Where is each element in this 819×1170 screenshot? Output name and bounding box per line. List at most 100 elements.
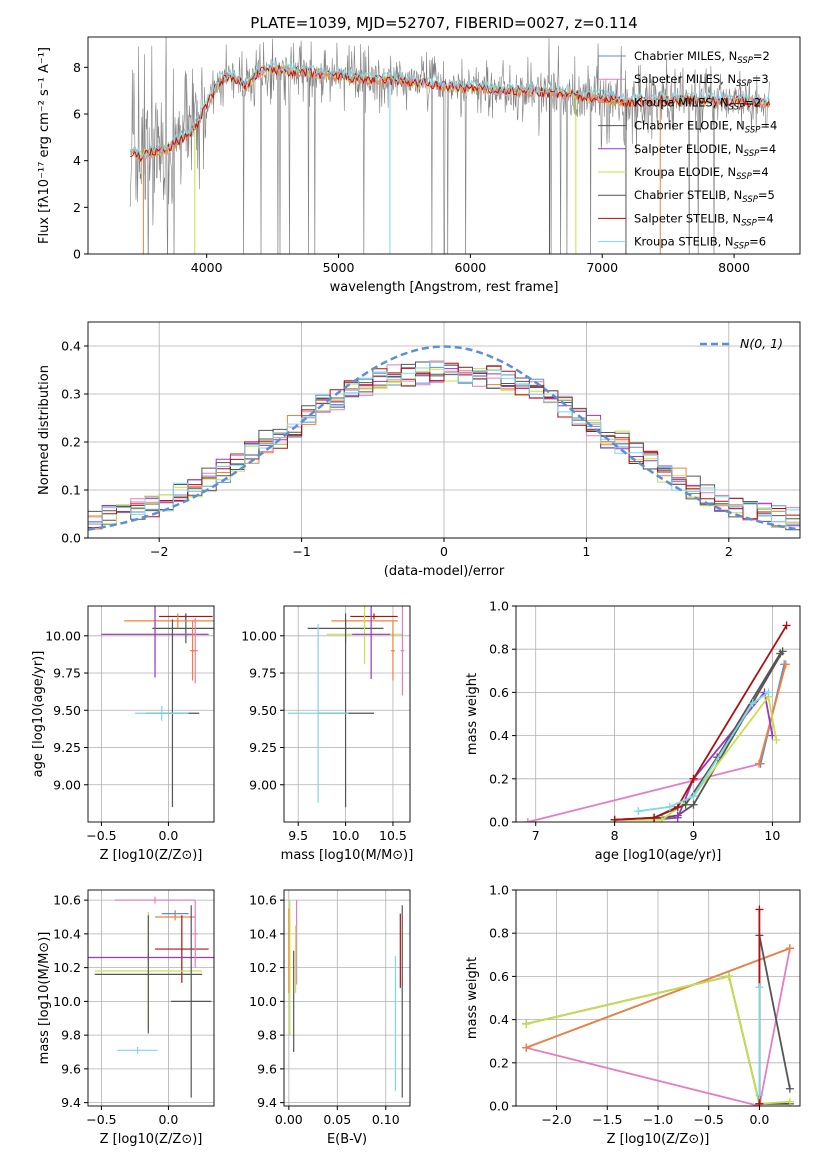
x-tick-label: 0.00: [275, 1112, 303, 1127]
y-tick-label: 0.2: [489, 1055, 509, 1070]
plot-area: [88, 345, 800, 531]
series-line-salpeter_miles: [527, 762, 761, 822]
plot-area: [101, 606, 214, 808]
y-axis-label: age [log10(age/yr)]: [31, 651, 46, 778]
series-line-salpeter_stelib: [614, 624, 788, 821]
legend-label: Kroupa STELIB, NSSP=6: [634, 235, 766, 252]
legend-sub: SSP: [745, 126, 761, 136]
legend-tail: =4: [757, 211, 774, 225]
x-tick-label: 0.05: [323, 1112, 351, 1127]
x-tick-label: 8: [611, 828, 619, 843]
y-axis-label: mass weight: [465, 957, 480, 1039]
y-tick-label: 9.25: [53, 740, 81, 755]
series-line-kroupa_stelib: [638, 691, 769, 813]
axes-frame: [87, 889, 215, 1107]
legend-sub: SSP: [729, 102, 745, 112]
legend-text: Kroupa ELODIE, N: [634, 165, 736, 179]
x-axis-label: wavelength [Angstrom, rest frame]: [330, 280, 559, 295]
series-line-kroupa_elodie: [525, 975, 790, 1105]
y-tick-label: 10.6: [53, 893, 81, 908]
x-axis-label: Z [log10(Z/Z⊙)]: [100, 848, 203, 863]
legend-label: Kroupa MILES, NSSP=2: [634, 95, 761, 112]
chart-title: PLATE=1039, MJD=52707, FIBERID=0027, z=0…: [250, 14, 637, 32]
y-tick-label: 0.4: [489, 728, 509, 743]
y-tick-label: 10.00: [45, 628, 81, 643]
legend-text: Salpeter STELIB, N: [634, 211, 741, 225]
legend-sub: SSP: [736, 172, 752, 182]
x-tick-label: 0: [440, 544, 448, 559]
legend-text: Salpeter MILES, N: [634, 72, 736, 86]
y-tick-label: 0.0: [61, 531, 81, 546]
x-tick-label: 0.0: [158, 828, 178, 843]
y-tick-label: 0.2: [61, 435, 81, 450]
x-tick-label: 9: [690, 828, 698, 843]
x-tick-label: 0.0: [158, 1112, 178, 1127]
y-tick-label: 9.6: [257, 1061, 277, 1076]
y-tick-label: 0.4: [489, 1012, 509, 1027]
model-line-salpeter_stelib: [130, 63, 771, 162]
legend-label: Salpeter STELIB, NSSP=4: [634, 211, 774, 228]
y-tick-label: 0.8: [489, 926, 509, 941]
y-tick-label: 9.4: [257, 1095, 277, 1110]
series-line-kroupa_miles: [525, 947, 791, 1049]
x-tick-label: −1.0: [643, 1112, 673, 1127]
y-tick-label: 0.8: [489, 642, 509, 657]
x-tick-label: 0.0: [749, 1112, 769, 1127]
legend-sub: SSP: [742, 195, 758, 205]
x-tick-label: −1.5: [592, 1112, 622, 1127]
y-tick-label: 10.2: [249, 960, 277, 975]
y-axis-label: Normed distribution: [37, 365, 52, 495]
x-tick-label: 10: [764, 828, 780, 843]
legend-text: Salpeter ELODIE, N: [634, 142, 744, 156]
x-tick-label: 1: [582, 544, 590, 559]
axes-frame: [87, 605, 215, 823]
y-tick-label: 9.50: [53, 703, 81, 718]
legend-tail: =4: [752, 165, 769, 179]
chart-age_vs_Z: −0.5 0.0 9.00 9.25 9.50 9.75 10.00 Z [log10(Z/Z…: [31, 605, 215, 863]
legend-sub: SSP: [736, 79, 752, 89]
y-tick-label: 9.25: [249, 740, 277, 755]
y-tick-label: 9.4: [61, 1095, 81, 1110]
y-tick-label: 9.00: [249, 777, 277, 792]
y-tick-label: 0.0: [489, 815, 509, 830]
legend-sub: SSP: [744, 149, 760, 159]
legend-label: Chabrier ELODIE, NSSP=4: [634, 119, 777, 136]
model-line-kroupa_miles: [129, 65, 771, 162]
chart-mass_vs_ebv: 0.00 0.05 0.10 9.4 9.6 9.8 10.0 10.2 10.4 10.6 E(B…: [249, 889, 411, 1147]
y-tick-label: 10.2: [53, 960, 81, 975]
y-tick-label: 0.3: [61, 387, 81, 402]
legend-tail: =4: [760, 119, 777, 133]
plot-area: [88, 896, 214, 1098]
axes-frame: [515, 605, 801, 823]
legend-tail: =6: [749, 235, 766, 249]
legend-label: Salpeter ELODIE, NSSP=4: [634, 142, 776, 159]
legend-text: Kroupa MILES, N: [634, 95, 729, 109]
series-line-salpeter_elodie: [654, 690, 774, 821]
y-tick-label: 2: [73, 200, 81, 215]
legend-text: Chabrier STELIB, N: [634, 188, 742, 202]
x-tick-label: 10.0: [332, 828, 360, 843]
y-tick-label: 9.6: [61, 1061, 81, 1076]
y-tick-label: 10.0: [53, 994, 81, 1009]
plot-area: [522, 905, 794, 1106]
y-tick-label: 0.1: [61, 483, 81, 498]
plot-area: [288, 900, 403, 1098]
series-line-salpeter_miles: [525, 948, 791, 1106]
y-tick-label: 0.4: [61, 339, 81, 354]
y-tick-label: 10.4: [249, 926, 277, 941]
x-tick-label: 5000: [323, 260, 355, 275]
x-tick-label: 0.10: [372, 1112, 400, 1127]
gaussian-curve: [88, 345, 800, 531]
legend-label: N(0, 1): [740, 336, 783, 351]
y-axis-label: mass [log10(M/M⊙)]: [37, 932, 52, 1065]
x-tick-label: 8000: [718, 260, 750, 275]
legend-text: Kroupa STELIB, N: [634, 235, 734, 249]
x-tick-label: −2.0: [541, 1112, 571, 1127]
chart-age_vs_mass: 9.5 10.0 10.5 9.00 9.25 9.50 9.75 10.00 mass [lo…: [241, 605, 413, 863]
axes-frame: [283, 889, 411, 1107]
legend-label: Chabrier MILES, NSSP=2: [634, 49, 770, 66]
x-tick-label: 7: [532, 828, 540, 843]
legend-label: Kroupa ELODIE, NSSP=4: [634, 165, 769, 182]
y-tick-label: 10.00: [241, 628, 277, 643]
